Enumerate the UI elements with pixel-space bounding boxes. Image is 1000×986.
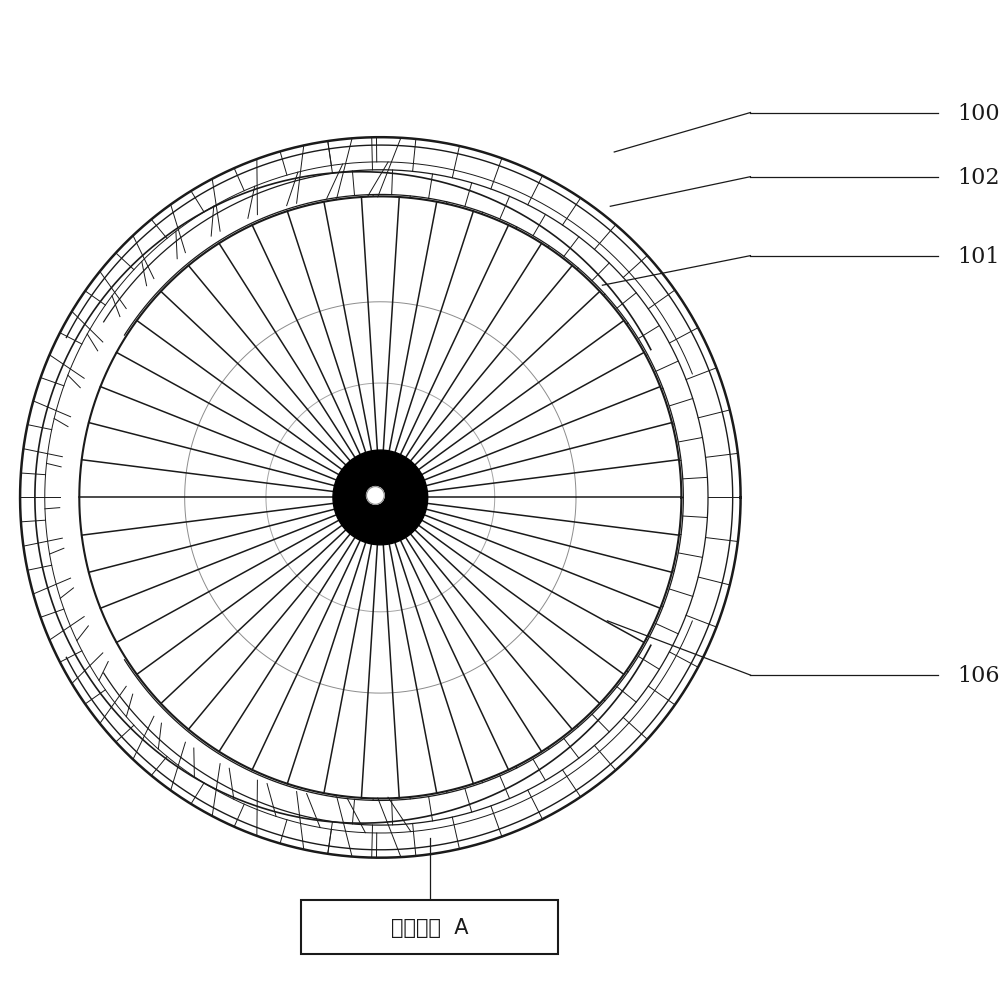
Circle shape bbox=[333, 451, 428, 545]
Text: 102: 102 bbox=[958, 167, 1000, 188]
Text: 100: 100 bbox=[958, 103, 1000, 124]
Text: 查看细节  A: 查看细节 A bbox=[391, 917, 468, 937]
FancyBboxPatch shape bbox=[301, 899, 558, 954]
Text: 106: 106 bbox=[958, 665, 1000, 686]
Text: 101: 101 bbox=[958, 246, 1000, 267]
Circle shape bbox=[367, 487, 384, 505]
